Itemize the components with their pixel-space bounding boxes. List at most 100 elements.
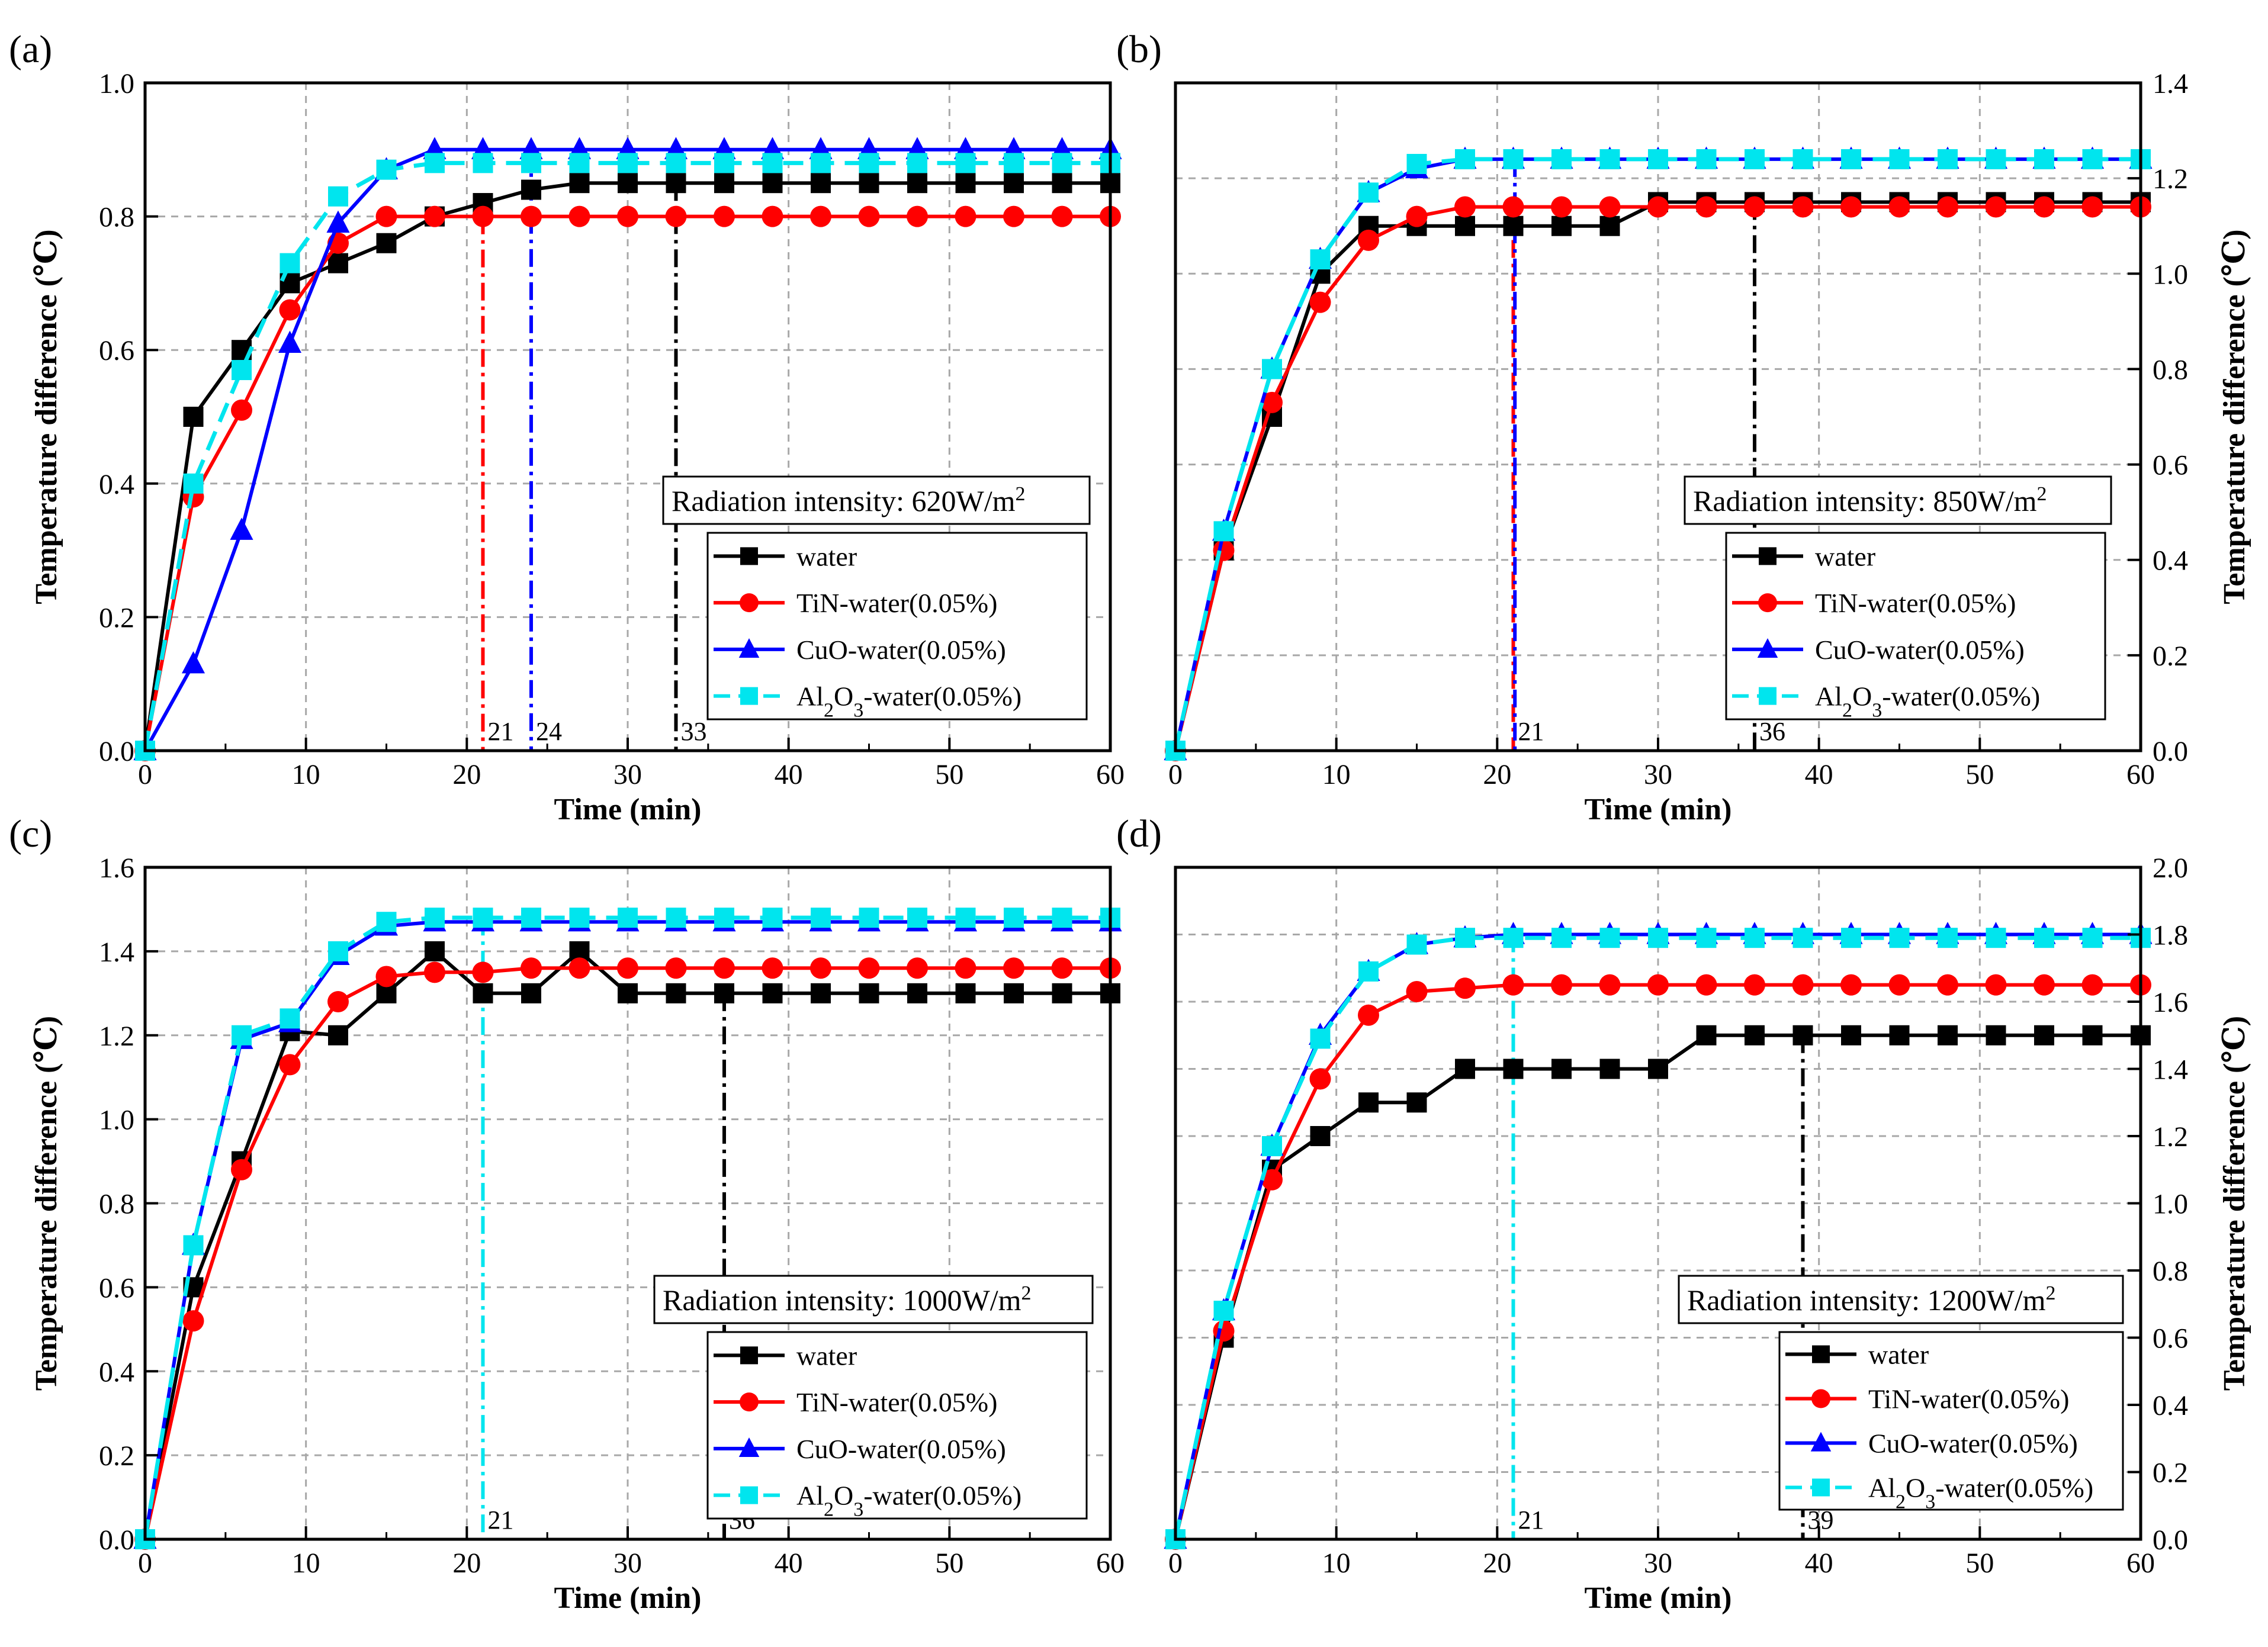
x-tick-label: 10	[1322, 1548, 1351, 1579]
data-point	[1455, 1059, 1475, 1079]
chart-panel-a: 21 24 33 0 10 20 30 40 50 60 0.0 0.2 0.4 0.6 0.8 1.0 Tim…	[9, 28, 1125, 826]
data-point	[2082, 149, 2103, 169]
data-point	[1792, 928, 1813, 948]
y-axis-label: Temperature difference (℃)	[2218, 1016, 2251, 1391]
data-point	[618, 173, 638, 194]
radiation-label: Radiation intensity: 1000W/m2	[663, 1282, 1032, 1317]
data-point	[1599, 1059, 1620, 1079]
radiation-frame	[653, 1275, 1094, 1324]
data-point	[1599, 196, 1621, 218]
data-point	[1648, 928, 1668, 948]
chart-panel-d: 21 390 10 20 30 40 50 600.00.20.40.60.81.01.21.…	[1116, 812, 2251, 1615]
data-point	[1841, 1025, 1861, 1046]
data-point	[1889, 149, 1910, 169]
x-tick-label: 30	[1644, 759, 1672, 790]
x-tick-label: 20	[1483, 1548, 1511, 1579]
data-point	[955, 908, 976, 928]
series-Al2O3-water(0.05%)	[135, 908, 1120, 1549]
data-point	[2034, 1025, 2054, 1046]
y-tick-label: 1.0	[99, 68, 134, 99]
data-point	[762, 153, 783, 173]
y-tick-label: 0.6	[2153, 450, 2188, 481]
x-tick-label: 0	[138, 759, 152, 790]
y-tick-label: 1.4	[2153, 68, 2188, 99]
data-point	[1744, 196, 1765, 218]
data-point	[1406, 153, 1427, 174]
data-point	[1004, 153, 1024, 173]
radiation-box: Radiation intensity: 620W/m2	[662, 475, 1091, 525]
data-point	[1309, 291, 1331, 313]
data-point	[2082, 1025, 2103, 1046]
data-point	[714, 205, 735, 227]
legend: water TiN-water(0.05%) CuO-water(0.05%) Al2…	[1778, 1331, 2124, 1513]
data-point	[1599, 974, 1621, 996]
x-tick-label: 10	[292, 759, 320, 790]
data-point	[568, 957, 590, 979]
data-point	[955, 205, 976, 227]
data-point	[762, 205, 783, 227]
data-point	[375, 205, 397, 227]
data-point	[1455, 928, 1475, 948]
x-axis-label: Time (min)	[554, 1581, 702, 1615]
x-axis-label: Time (min)	[554, 793, 702, 826]
data-point	[1502, 974, 1524, 996]
legend-frame	[706, 532, 1088, 720]
data-point	[1986, 928, 2006, 948]
data-point	[1744, 974, 1765, 996]
y-tick-label: 1.4	[2153, 1054, 2188, 1086]
data-point	[1052, 983, 1072, 1003]
data-point	[521, 179, 541, 200]
data-point	[1551, 215, 1572, 236]
legend: water TiN-water(0.05%) CuO-water(0.05%) Al2…	[706, 532, 1088, 721]
data-point	[1938, 928, 1958, 948]
data-point	[1745, 149, 1765, 169]
data-point	[1792, 149, 1813, 169]
data-point	[762, 908, 783, 928]
data-point	[665, 957, 687, 979]
data-point	[1696, 1025, 1717, 1046]
legend-frame	[1725, 532, 2106, 720]
data-point	[1938, 149, 1958, 169]
data-point	[1938, 1025, 1958, 1046]
data-point	[714, 983, 734, 1003]
data-point	[907, 983, 927, 1003]
data-point	[280, 1008, 300, 1029]
y-tick-label: 1.8	[2153, 920, 2188, 951]
series-Al2O3-water(0.05%)	[135, 153, 1120, 761]
x-tick-label: 0	[1168, 1548, 1183, 1579]
data-point	[1745, 928, 1765, 948]
data-point	[666, 908, 686, 928]
x-tick-label: 0	[138, 1548, 152, 1579]
data-point	[1647, 974, 1669, 996]
data-point	[1599, 149, 1620, 169]
data-point	[279, 1054, 301, 1076]
x-tick-label: 40	[775, 759, 803, 790]
x-tick-label: 50	[935, 1548, 963, 1579]
data-point	[1454, 977, 1476, 999]
data-point	[1986, 149, 2006, 169]
x-tick-label: 50	[1965, 759, 1994, 790]
legend-marker	[1759, 687, 1777, 705]
y-tick-label: 0.4	[99, 469, 134, 500]
data-point	[665, 205, 687, 227]
data-point	[328, 186, 348, 207]
TiN-water(0.05%): TiN-water(0.05%)	[1815, 588, 2016, 618]
data-point	[376, 912, 397, 932]
series-water	[135, 941, 1120, 1549]
data-point	[1454, 196, 1476, 218]
data-point	[666, 983, 686, 1003]
x-tick-label: 60	[2126, 759, 2155, 790]
y-axis-label: Temperature difference (℃)	[30, 1016, 63, 1391]
data-point	[811, 153, 831, 173]
x-tick-label: 20	[452, 1548, 481, 1579]
data-point	[1310, 1028, 1331, 1049]
data-point	[859, 173, 879, 194]
x-tick-label: 30	[1644, 1548, 1672, 1579]
x-tick-label: 10	[1322, 759, 1351, 790]
panel-label: (c)	[9, 812, 52, 855]
y-tick-label: 0.8	[2153, 1256, 2188, 1287]
data-point	[1052, 908, 1072, 928]
data-point	[1745, 1025, 1765, 1046]
data-point	[955, 173, 976, 194]
